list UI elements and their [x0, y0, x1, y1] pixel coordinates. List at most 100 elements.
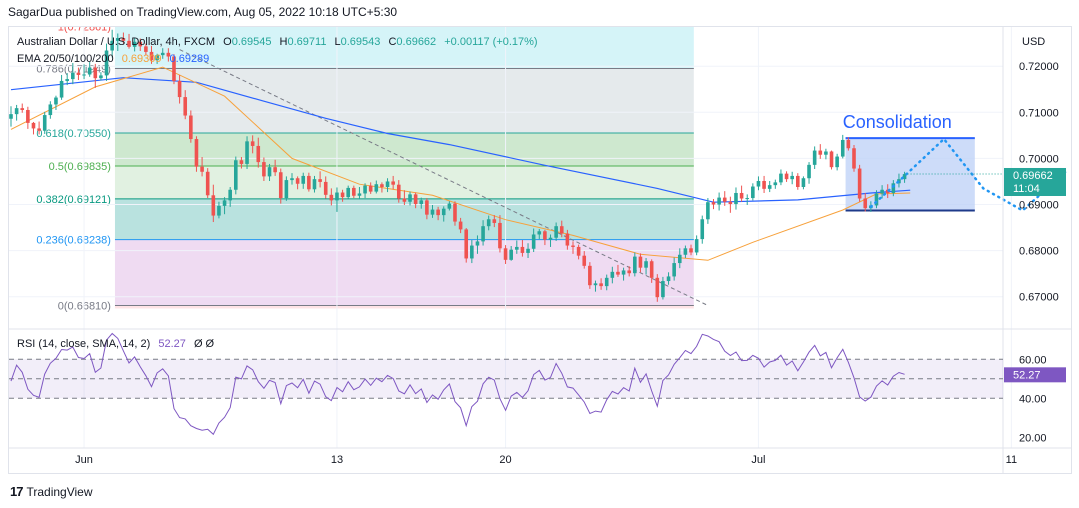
- candle: [93, 63, 98, 88]
- candle: [717, 192, 721, 211]
- chart-canvas[interactable]: 1(0.72861)0.786(0.71949)0.618(0.70550)0.…: [9, 21, 1071, 473]
- ema-layer: [10, 66, 911, 261]
- candle: [649, 259, 654, 283]
- fib-level-label: 0.618(0.70550): [36, 128, 111, 140]
- high-value: 0.69711: [287, 36, 326, 48]
- consolidation-zone[interactable]: Consolidation: [843, 112, 975, 212]
- candle: [604, 274, 609, 291]
- candle: [751, 183, 755, 201]
- candle: [835, 153, 839, 171]
- time-tick-label: 20: [499, 454, 511, 466]
- candle: [633, 252, 637, 277]
- candle: [829, 150, 834, 170]
- time-tick-label: 13: [331, 454, 343, 466]
- bar-countdown: 11:04: [1013, 183, 1040, 195]
- candle: [571, 241, 575, 254]
- tradingview-footer[interactable]: 17 TradingView: [10, 484, 93, 499]
- candle: [245, 136, 249, 170]
- candle: [183, 90, 188, 120]
- candle: [436, 206, 440, 221]
- candle: [588, 262, 592, 289]
- candle: [593, 280, 598, 292]
- rsi-tick-label: 60.00: [1019, 354, 1047, 366]
- candle: [762, 175, 766, 193]
- candle: [363, 183, 367, 199]
- candle: [543, 229, 547, 246]
- candle: [419, 197, 424, 209]
- candle: [818, 144, 823, 159]
- candle: [767, 180, 772, 193]
- ema20-line: [10, 66, 911, 261]
- candle: [689, 244, 693, 256]
- candle: [99, 72, 103, 81]
- open-value: 0.69545: [232, 36, 272, 48]
- candle: [239, 157, 244, 169]
- candle: [20, 103, 25, 113]
- candle: [368, 182, 373, 194]
- current-price-value: 0.69662: [1013, 170, 1053, 182]
- candle: [458, 217, 463, 234]
- fib-zone: [114, 26, 694, 69]
- candle: [222, 197, 227, 215]
- candle: [396, 180, 401, 203]
- candle: [891, 180, 896, 197]
- candle: [335, 187, 339, 212]
- consolidation-label: Consolidation: [843, 112, 952, 132]
- candle: [509, 246, 513, 261]
- candle: [559, 220, 564, 238]
- symbol-legend[interactable]: Australian Dollar / U.S. Dollar, 4h, FXC…: [17, 36, 538, 65]
- candle: [796, 173, 800, 190]
- ema200-value: 0.69289: [170, 53, 210, 65]
- candle: [329, 188, 334, 206]
- projection-path[interactable]: [869, 137, 1069, 213]
- candle: [470, 240, 474, 264]
- current-price-label: 0.69662 11:04: [1004, 167, 1066, 196]
- rsi-pane[interactable]: [9, 332, 1003, 436]
- time-tick-label: 11: [1006, 454, 1017, 466]
- candle: [700, 215, 705, 244]
- fib-level-label: 0.5(0.69835): [49, 161, 111, 173]
- candle: [31, 121, 36, 135]
- candle: [852, 145, 856, 172]
- candle: [475, 235, 480, 254]
- candle: [655, 274, 660, 302]
- candle: [346, 185, 350, 199]
- candle: [295, 176, 300, 190]
- candle: [374, 180, 379, 194]
- candle: [784, 171, 789, 182]
- candle: [155, 53, 159, 64]
- ema20-value: 0.69309: [122, 53, 162, 65]
- svg-text:52.27: 52.27: [1013, 369, 1041, 381]
- candle: [661, 276, 665, 300]
- candle: [880, 185, 884, 199]
- rsi-legend: RSI (14, close, SMA, 14, 2) 52.27 Ø Ø: [17, 338, 215, 350]
- candle: [610, 266, 615, 284]
- candle: [59, 74, 64, 100]
- candle: [26, 106, 30, 129]
- price-axis[interactable]: 0.72000 0.71000 0.70000 0.69000 0.68000 0.670…: [1019, 61, 1059, 304]
- candle: [71, 62, 75, 85]
- time-axis[interactable]: Jun1320Jul111825Aug815: [75, 454, 1071, 466]
- candle: [576, 244, 581, 260]
- candle: [54, 95, 58, 110]
- candle: [402, 190, 407, 205]
- candle: [430, 204, 435, 218]
- candle: [352, 185, 356, 199]
- candle: [104, 43, 109, 81]
- candle: [138, 38, 143, 51]
- candle: [234, 156, 238, 195]
- candle: [160, 48, 165, 59]
- candle: [801, 176, 806, 190]
- change-value: +0.00117 (+0.17%): [444, 36, 537, 48]
- candle: [520, 240, 525, 257]
- candle: [110, 29, 114, 58]
- tradingview-brand: TradingView: [26, 484, 93, 499]
- candle: [790, 171, 794, 185]
- candle: [76, 67, 81, 81]
- chart-frame[interactable]: 1(0.72861)0.786(0.71949)0.618(0.70550)0.…: [8, 21, 1072, 474]
- candle: [548, 234, 553, 247]
- candle: [48, 101, 53, 119]
- symbol-name: Australian Dollar / U.S. Dollar, 4h, FXC…: [17, 36, 215, 48]
- tradingview-logo: 17: [10, 484, 24, 499]
- fibonacci-retracement[interactable]: 1(0.72861)0.786(0.71949)0.618(0.70550)0.…: [36, 21, 694, 312]
